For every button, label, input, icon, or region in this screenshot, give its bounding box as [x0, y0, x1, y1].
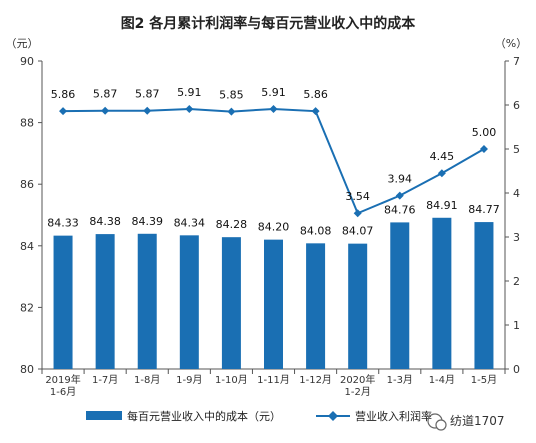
bar-data-label: 84.33 — [47, 217, 79, 230]
line-data-label: 3.94 — [388, 173, 413, 186]
right-axis-tick-label: 1 — [513, 319, 520, 332]
line-point-marker — [353, 209, 362, 218]
bar — [306, 243, 326, 369]
x-axis-tick-label: 1-4月 — [429, 374, 455, 386]
right-axis-tick-label: 4 — [513, 187, 520, 200]
wechat-logo-icon-small — [435, 419, 447, 431]
line-point-marker — [101, 106, 110, 115]
line-point-marker — [227, 107, 236, 116]
left-axis-unit: （元） — [6, 37, 39, 50]
watermark: 纺道1707 — [427, 413, 505, 431]
line-data-label: 5.85 — [219, 89, 244, 102]
bar — [348, 243, 368, 369]
left-axis-tick-label: 84 — [20, 240, 34, 253]
line-point-marker — [395, 191, 404, 200]
line-data-label: 5.00 — [472, 126, 497, 139]
bar — [264, 239, 283, 369]
x-axis-tick-label: 1-6月 — [50, 386, 76, 398]
right-axis-tick-label: 2 — [513, 275, 520, 288]
profit-rate-line — [63, 107, 485, 215]
x-axis-tick-label: 1-11月 — [257, 374, 290, 386]
line-point-marker — [143, 106, 152, 115]
line-data-label: 5.87 — [135, 88, 160, 101]
x-axis-tick-label: 1-8月 — [134, 374, 160, 386]
line-data-label: 5.91 — [261, 86, 286, 99]
line-point-marker — [311, 107, 320, 116]
x-axis-tick-label: 1-12月 — [299, 374, 332, 386]
chart-title: 图2 各月累计利润率与每百元营业收入中的成本 — [121, 15, 417, 32]
legend-bar-label: 每百元营业收入中的成本（元） — [127, 409, 281, 423]
bar — [95, 234, 115, 369]
x-axis-tick-label: 1-10月 — [215, 374, 248, 386]
left-axis-tick-label: 88 — [20, 117, 34, 130]
x-axis-tick-label: 1-2月 — [345, 386, 371, 398]
x-axis-tick-label: 2019年 — [45, 373, 80, 386]
bar-data-label: 84.91 — [426, 199, 458, 212]
line-data-label: 4.45 — [430, 150, 455, 163]
right-axis-tick-label: 3 — [513, 231, 520, 244]
bar — [137, 233, 157, 369]
right-axis-unit: （%） — [495, 37, 527, 50]
bar-data-label: 84.07 — [342, 225, 374, 238]
right-axis-tick-label: 7 — [513, 55, 520, 68]
legend-line-marker — [328, 411, 338, 421]
x-axis-tick-label: 1-7月 — [92, 374, 118, 386]
bar — [432, 217, 452, 369]
bar-data-label: 84.76 — [384, 203, 416, 216]
right-axis-tick-label: 5 — [513, 143, 520, 156]
bar-data-label: 84.08 — [300, 224, 332, 237]
bar — [474, 222, 494, 369]
line-point-marker — [437, 169, 446, 178]
bar — [179, 235, 199, 369]
x-axis-tick-label: 1-9月 — [176, 374, 202, 386]
left-axis-tick-label: 90 — [20, 55, 34, 68]
line-point-marker — [269, 104, 278, 113]
legend-bar-swatch — [86, 411, 122, 420]
line-data-label: 5.86 — [303, 88, 328, 101]
legend: 每百元营业收入中的成本（元） 营业收入利润率 — [86, 409, 432, 423]
line-point-marker — [479, 145, 488, 153]
left-axis-tick-label: 80 — [20, 363, 34, 376]
x-axis-tick-label: 1-5月 — [471, 374, 497, 386]
bar-data-label: 84.77 — [468, 203, 500, 216]
bar-data-label: 84.34 — [174, 216, 206, 229]
bar — [221, 237, 241, 369]
bar — [390, 222, 410, 369]
right-axis-tick-label: 6 — [513, 99, 520, 112]
x-axis-tick-label: 2020年 — [340, 373, 375, 386]
line-data-label: 5.86 — [51, 88, 76, 101]
line-data-label: 5.87 — [93, 88, 118, 101]
line-point-marker — [185, 104, 194, 113]
line-data-label: 5.91 — [177, 86, 202, 99]
bar — [53, 235, 73, 369]
watermark-text: 纺道1707 — [450, 414, 505, 428]
line-point-marker — [59, 107, 68, 116]
left-axis-tick-label: 86 — [20, 178, 34, 191]
legend-line-label: 营业收入利润率 — [355, 409, 432, 423]
right-axis-tick-label: 0 — [513, 363, 520, 376]
x-axis-tick-label: 1-3月 — [387, 374, 413, 386]
bar-data-label: 84.20 — [258, 221, 290, 234]
line-data-label: 3.54 — [345, 190, 370, 203]
bar-data-label: 84.28 — [216, 218, 248, 231]
left-axis-tick-label: 82 — [20, 301, 34, 314]
bar-data-label: 84.39 — [131, 215, 163, 228]
bar-data-label: 84.38 — [89, 215, 121, 228]
